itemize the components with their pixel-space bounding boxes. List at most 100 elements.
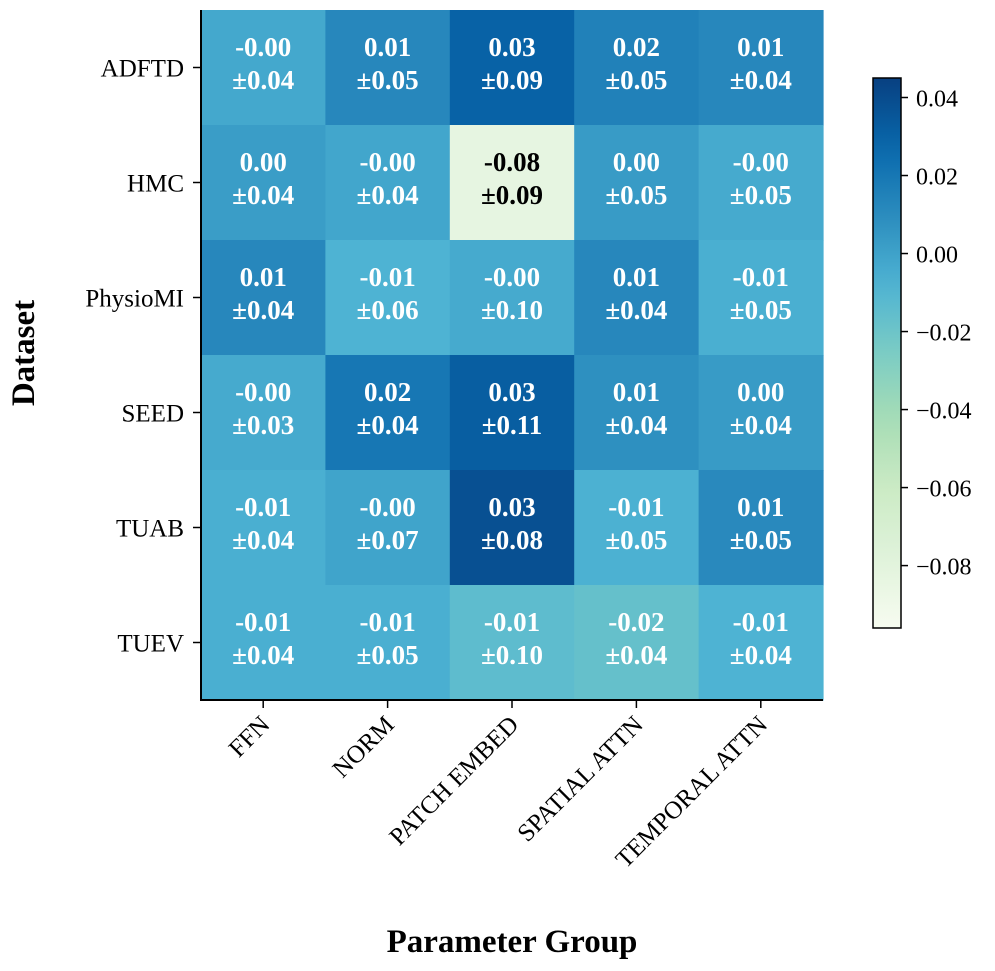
heatmap-cell [201,470,326,586]
cell-std-label: ±0.04 [605,640,667,670]
cell-mean-label: 0.00 [613,147,660,177]
cell-mean-label: 0.01 [240,262,287,292]
cell-mean-label: 0.03 [488,377,535,407]
y-axis-title: Dataset [6,300,42,406]
cell-mean-label: -0.00 [359,147,415,177]
cell-std-label: ±0.05 [605,525,667,555]
colorbar: 0.04 0.02 0.00 −0.02 −0.04 −0.06 −0.08 [872,77,972,629]
x-axis-title: Parameter Group [387,924,638,960]
colorbar-tick-label: −0.08 [916,555,972,581]
y-tick-label: PhysioMI [85,286,184,313]
heatmap-cell [698,10,824,126]
heatmap-cell [574,355,700,471]
x-tick-label: FFN [224,711,276,763]
x-tick-label: PATCH EMBED [384,711,524,851]
heatmap-cell [325,585,451,701]
x-tick-label: NORM [328,711,400,783]
cell-std-label: ±0.04 [232,640,294,670]
heatmap-cell [449,470,575,586]
colorbar-tick-label: 0.04 [916,87,958,113]
cell-std-label: ±0.04 [232,65,294,95]
cell-mean-label: 0.01 [613,377,660,407]
cell-mean-label: -0.02 [608,607,664,637]
cell-std-label: ±0.03 [232,410,294,440]
cell-mean-label: 0.01 [364,32,411,62]
cell-mean-label: -0.01 [608,492,664,522]
cell-mean-label: -0.08 [484,147,540,177]
cell-std-label: ±0.05 [605,180,667,210]
heatmap-cell [449,585,575,701]
heatmap-cell [574,10,700,126]
heatmap-cell [574,125,700,241]
heatmap-cell [574,585,700,701]
cell-mean-label: 0.00 [240,147,287,177]
cell-mean-label: -0.01 [359,262,415,292]
cell-mean-label: -0.00 [359,492,415,522]
cell-mean-label: -0.01 [733,262,789,292]
heatmap-cell [201,585,326,701]
heatmap-cell [698,470,824,586]
heatmap-cell [449,355,575,471]
cell-mean-label: -0.01 [733,607,789,637]
cell-std-label: ±0.05 [730,180,792,210]
cell-std-label: ±0.05 [357,640,419,670]
cell-std-label: ±0.04 [730,410,792,440]
cell-mean-label: 0.02 [364,377,411,407]
cell-mean-label: 0.00 [737,377,784,407]
cell-mean-label: 0.03 [488,32,535,62]
cell-std-label: ±0.10 [481,295,543,325]
cell-mean-label: -0.01 [235,607,291,637]
colorbar-tick-label: −0.02 [916,321,972,347]
y-tick-label: HMC [127,171,184,198]
cell-std-label: ±0.09 [481,65,543,95]
cell-std-label: ±0.04 [605,295,667,325]
heatmap-cell [449,125,575,241]
cell-std-label: ±0.09 [481,180,543,210]
colorbar-tick-label: −0.06 [916,477,972,503]
heatmap-cell [698,355,824,471]
cell-std-label: ±0.05 [605,65,667,95]
cell-mean-label: 0.01 [613,262,660,292]
heatmap-cell [449,10,575,126]
y-tick-label: ADFTD [101,56,184,83]
heatmap-cell [698,585,824,701]
cell-mean-label: -0.00 [484,262,540,292]
cell-std-label: ±0.04 [730,640,792,670]
cell-mean-label: -0.00 [235,32,291,62]
cell-mean-label: 0.02 [613,32,660,62]
heatmap-cell [325,470,451,586]
heatmap-cell [201,125,326,241]
heatmap-cell [698,240,824,356]
x-tick-label: SPATIAL ATTN [512,711,648,847]
cell-std-label: ±0.11 [482,410,543,440]
cell-std-label: ±0.06 [357,295,419,325]
cell-mean-label: 0.03 [488,492,535,522]
heatmap-cell [201,355,326,471]
cell-mean-label: -0.00 [235,377,291,407]
y-tick-label: TUEV [117,631,184,658]
heatmap-cell [325,10,451,126]
cell-std-label: ±0.04 [232,525,294,555]
colorbar-tick-label: −0.04 [916,399,972,425]
heatmap-cell [201,10,326,126]
colorbar-tick-label: 0.02 [916,165,958,191]
cell-mean-label: 0.01 [737,32,784,62]
cell-std-label: ±0.04 [232,180,294,210]
cell-std-label: ±0.10 [481,640,543,670]
cell-std-label: ±0.04 [357,180,419,210]
cell-std-label: ±0.04 [232,295,294,325]
heatmap-cell [325,125,451,241]
cell-std-label: ±0.04 [605,410,667,440]
heatmap-cell [574,470,700,586]
cell-mean-label: -0.01 [359,607,415,637]
colorbar-tick-label: 0.00 [916,243,958,269]
y-axis-ticks: ADFTD HMC PhysioMI SEED TUAB TUEV [85,56,201,658]
colorbar-gradient [872,77,902,629]
y-tick-label: SEED [122,401,185,428]
cell-mean-label: -0.01 [235,492,291,522]
y-tick-label: TUAB [116,516,184,543]
cell-std-label: ±0.05 [730,295,792,325]
cell-mean-label: 0.01 [737,492,784,522]
